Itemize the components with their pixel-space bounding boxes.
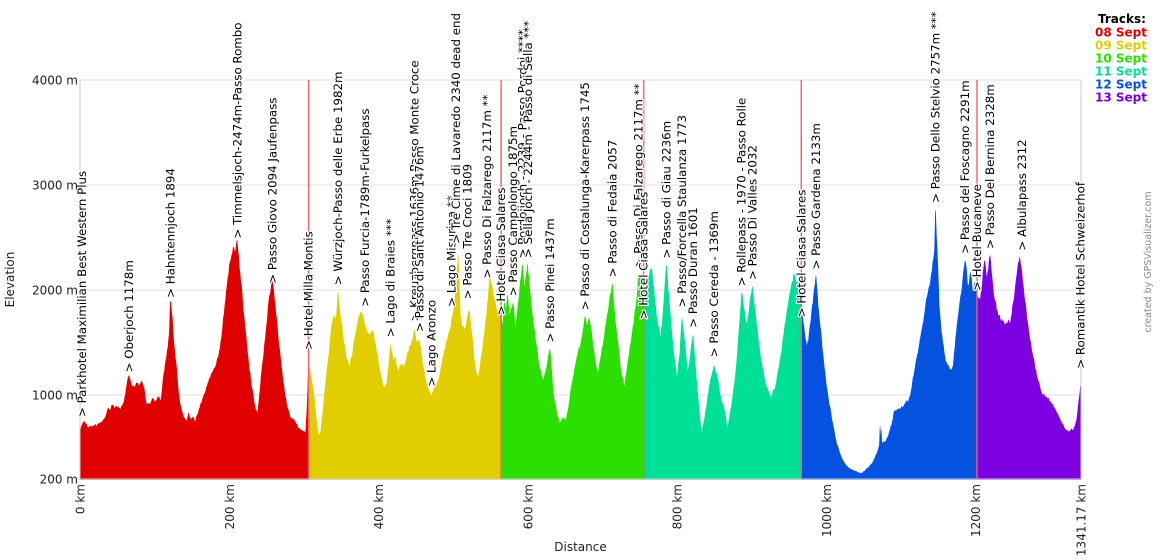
x-tick-label: 0 km <box>74 484 88 514</box>
waypoint-label: > Passo Del Bernina 2328m <box>983 84 997 249</box>
legend-entry-08-sept: 08 Sept <box>1095 26 1147 40</box>
waypoint-label: > Romantik Hotel Schweizerhof <box>1074 181 1088 369</box>
waypoint-label: > Parkhotel Maximilian Best Western Plus <box>75 171 89 417</box>
track-area-12-sept <box>801 210 979 480</box>
x-tick-label: 1000 km <box>820 484 834 537</box>
waypoint-label: > Passo di Giau 2236m <box>660 121 674 259</box>
waypoint-label: > Oberjoch 1178m <box>122 260 136 372</box>
waypoint-label: > Rollepass - 1970 - Passo Rolle <box>735 98 749 287</box>
waypoint-label: > Passo Campolongo 1875m <box>506 126 520 296</box>
track-area-10-sept <box>501 264 645 480</box>
track-area-08-sept <box>79 240 310 480</box>
waypoint-label: > Lago Misurina ** <box>444 195 458 306</box>
waypoint-label: > Sella Joch - 2244m - Passo di Sella **… <box>521 21 535 258</box>
waypoint-label: > Pordoijoch - 2239 - Passo Pordoi **** <box>516 29 530 258</box>
waypoint-label: > Passo Duran 1601 <box>686 207 700 328</box>
plot-frame-layer <box>79 80 1082 480</box>
waypoint-label: > Passo/Forcella Staulanza 1773 <box>675 115 689 307</box>
waypoint-labels-layer: > Parkhotel Maximilian Best Western Plus… <box>74 10 1089 418</box>
waypoint-lines-layer <box>307 80 978 479</box>
waypoint-label: > Passo di Costalunga-Karerpass 1745 <box>578 82 592 310</box>
x-tick-label: 800 km <box>671 484 685 529</box>
y-tick-label: 1000 m <box>32 389 78 403</box>
legend-entry-10-sept: 10 Sept <box>1095 52 1147 66</box>
waypoint-label: > Lago Aronzo <box>424 300 438 387</box>
x-tick-label: 1341.17 km <box>1075 484 1089 556</box>
waypoint-label: > Hotel Ciasa Salares <box>637 192 651 320</box>
waypoint-label: > Passo Gardena 2133m <box>809 123 823 269</box>
track-area-13-sept <box>977 255 1082 480</box>
waypoint-label: > Timmelsjoch-2474m-Passo Rombo <box>230 22 244 238</box>
waypoint-label: > Passo Giovo 2094 Jaufenpass <box>265 98 279 284</box>
waypoint-label: > Passo Furcia-1789m-Furkelpass <box>358 108 372 306</box>
y-tick-label: 3000 m <box>32 179 78 193</box>
x-tick-label: 400 km <box>372 484 386 529</box>
waypoint-label: > Passo Tre Croci 1809 <box>461 164 475 299</box>
legend-entry-12-sept: 12 Sept <box>1095 78 1147 92</box>
waypoint-label: > Hotel Bucaneve <box>970 184 984 291</box>
legend-title: Tracks: <box>1098 12 1146 26</box>
waypoint-label: > Passo del Foscagno 2291m <box>958 80 972 253</box>
waypoint-label: > Passo Di Falzarego 2117m ** <box>632 84 646 268</box>
y-tick-label: 200 m <box>40 473 78 487</box>
track-area-09-sept <box>308 255 502 480</box>
waypoint-label: > Passo di Fedaia 2057 <box>606 140 620 278</box>
waypoint-label: > Hotel Ciasa Salares <box>794 190 808 318</box>
track-area-11-sept <box>644 265 802 480</box>
waypoint-label: > Hotel Milla Montis <box>302 231 316 350</box>
axes-layer: 0 km 200 km 400 km 600 km 800 km 1000 km 1200 … <box>3 74 1089 557</box>
waypoint-label: > Hahntennjoch 1894 <box>164 168 178 298</box>
waypoint-label: > Passo Di Falzarego 2117m ** <box>480 95 494 279</box>
waypoint-label: > Passo Di Valles 2032 <box>745 145 759 280</box>
x-tick-label: 600 km <box>521 484 535 529</box>
legend-entry-13-sept: 13 Sept <box>1095 91 1147 105</box>
waypoint-label: > Kreuzbergpass 1636m Passo Monte Croce <box>408 60 422 321</box>
waypoint-label: > Lago di Braies *** <box>384 218 398 337</box>
legend-entry-11-sept: 11 Sept <box>1095 65 1147 79</box>
watermark-credit: created by GPSVisualizer.com <box>1143 191 1154 332</box>
waypoint-label: > Passo Cereda - 1369m <box>707 211 721 357</box>
x-tick-label: 1200 km <box>969 484 983 537</box>
waypoint-label: > Hotel Ciasa Salares <box>494 187 508 315</box>
waypoint-label: > Passo Dello Stelvio 2757m *** <box>928 11 942 203</box>
y-axis-title: Elevation <box>3 252 17 308</box>
waypoint-label: > Würzjoch-Passo delle Erbe 1982m <box>331 71 345 285</box>
y-tick-label: 2000 m <box>32 284 78 298</box>
x-axis-title: Distance <box>554 540 606 554</box>
waypoint-label: > Albulapass 2312 <box>1015 139 1029 250</box>
x-tick-label: 200 km <box>223 484 237 529</box>
waypoint-label: > Passo di Sant'Antonio 1476m <box>412 146 426 332</box>
y-tick-label: 4000 m <box>32 74 78 88</box>
waypoint-label: > Passo Pinei 1437m <box>543 218 557 342</box>
track-areas-layer <box>79 210 1082 480</box>
legend-entry-09-sept: 09 Sept <box>1095 39 1147 53</box>
waypoint-label: > Tre Cime di Lavaredo 2340 dead end <box>449 13 463 244</box>
watermark-layer: created by GPSVisualizer.com <box>1143 191 1154 332</box>
